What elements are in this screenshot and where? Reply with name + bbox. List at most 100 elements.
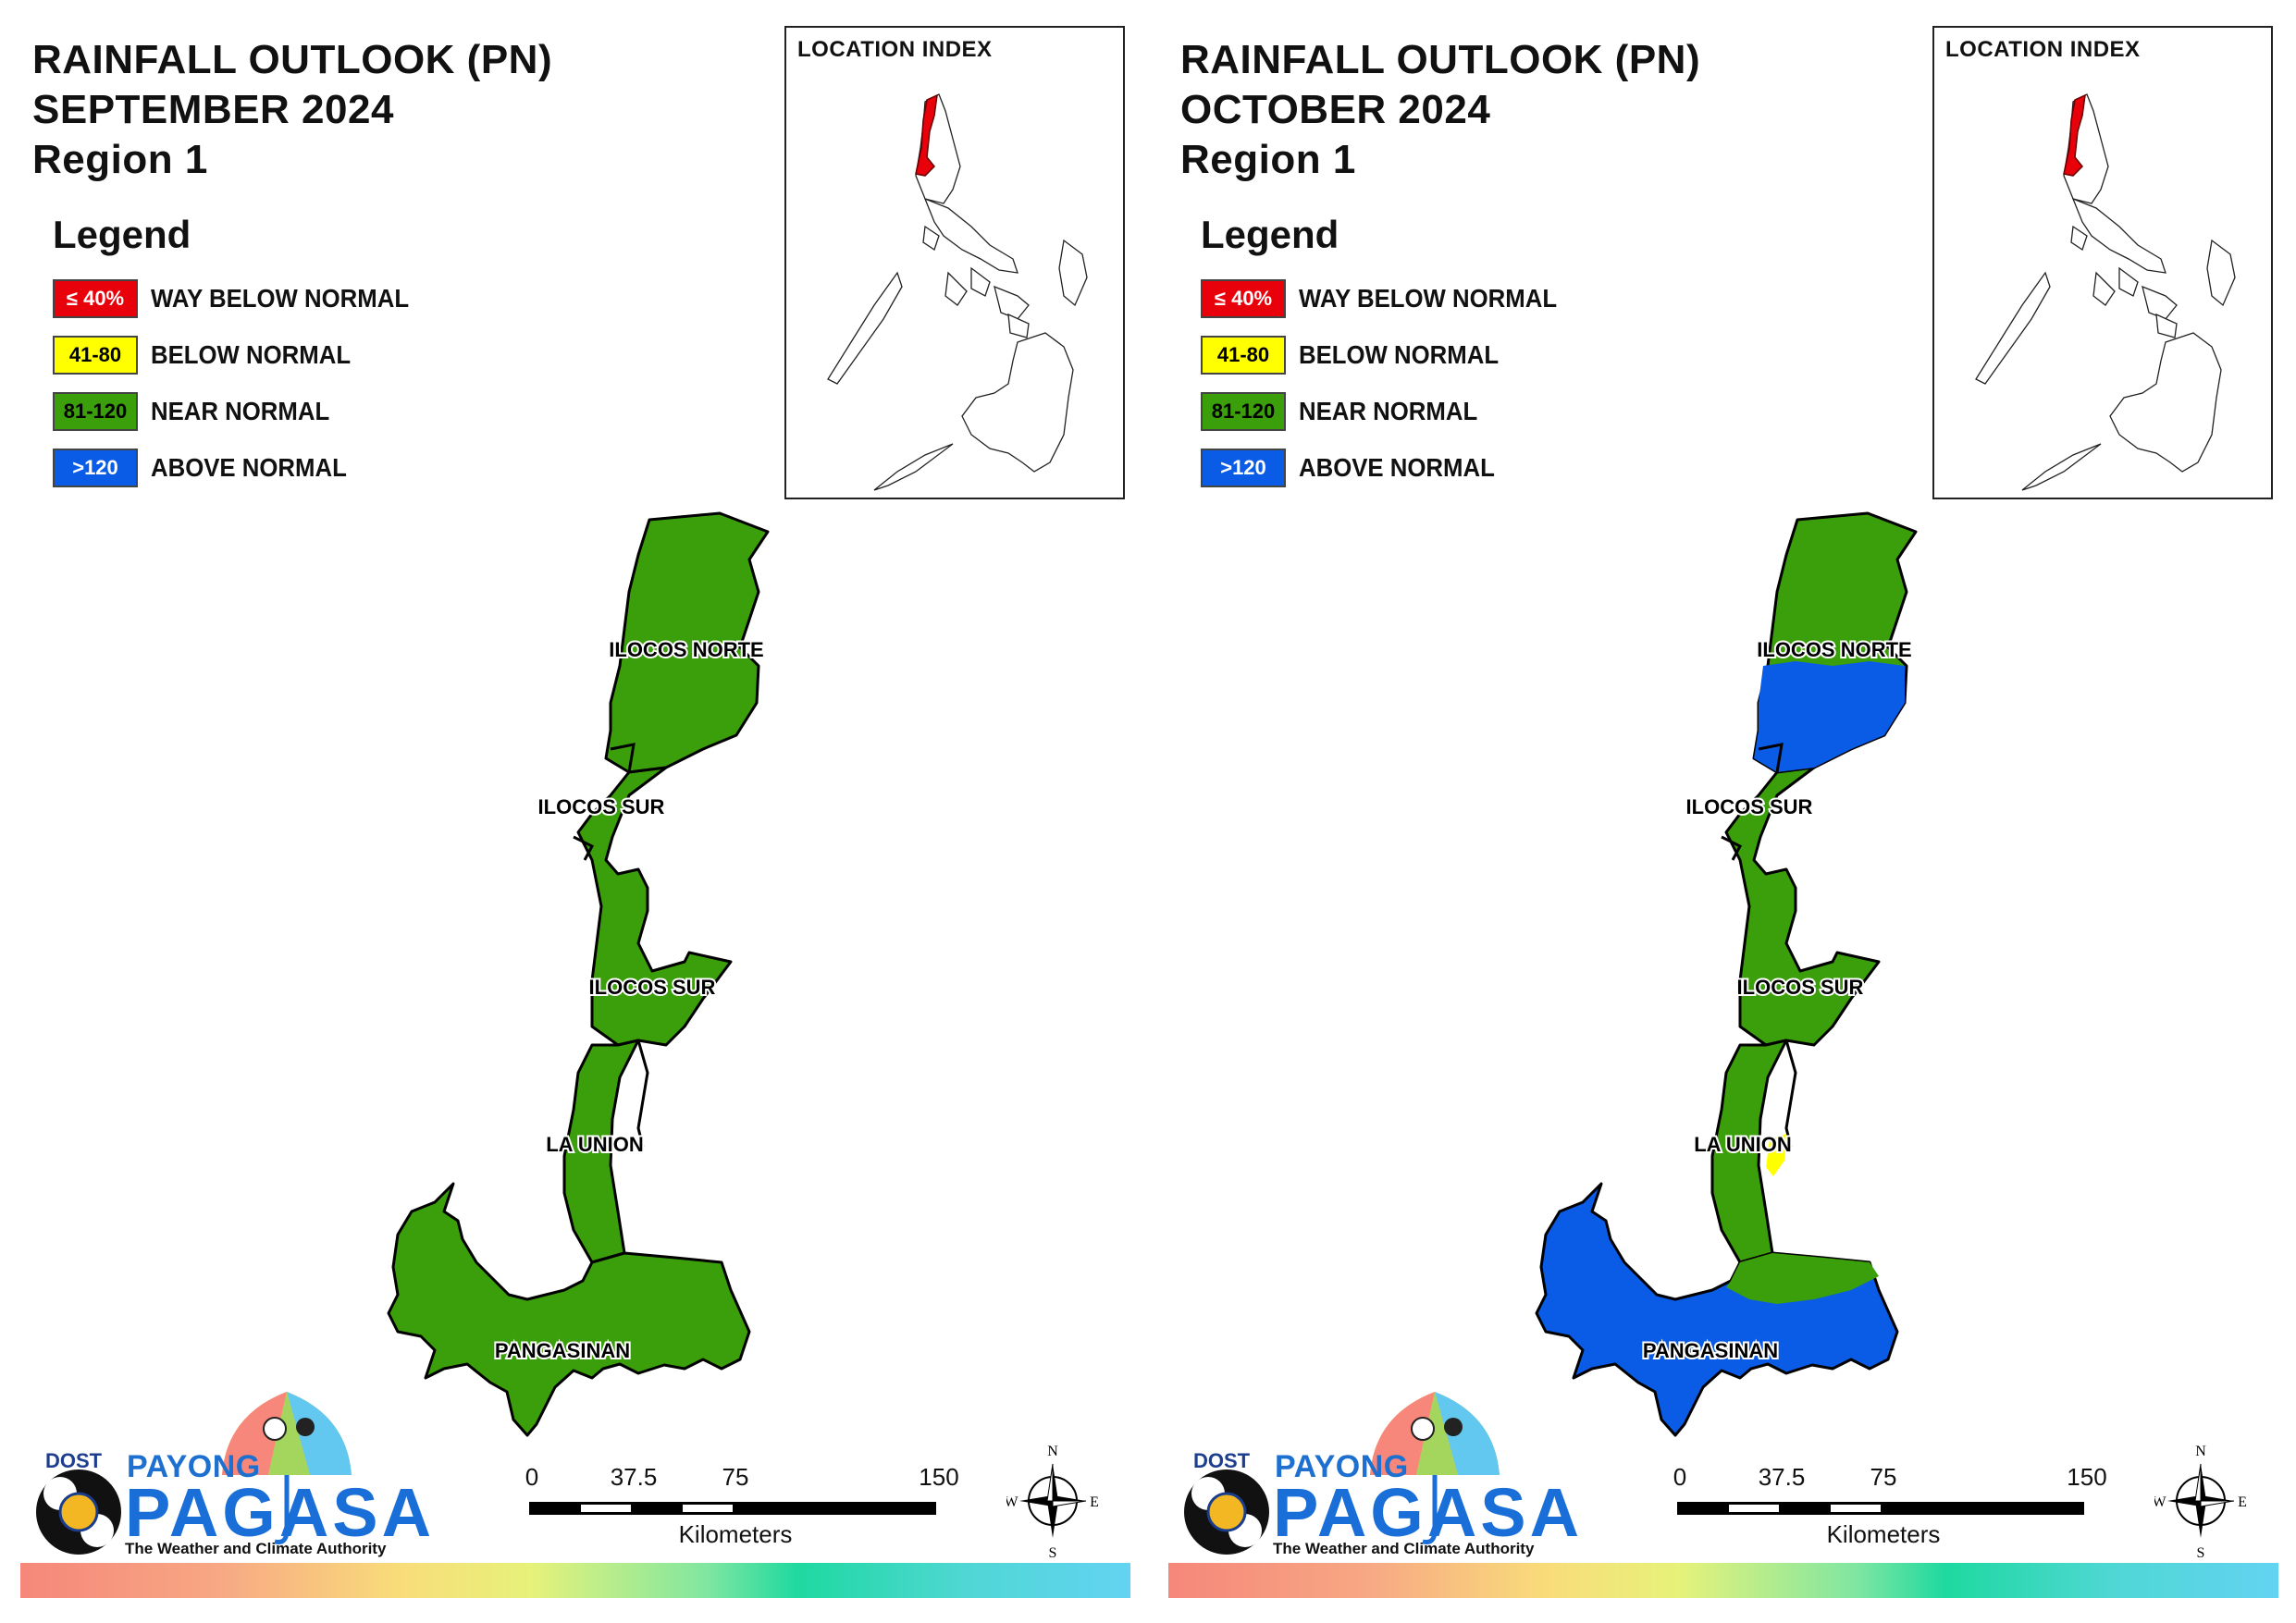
compass-n: N [2195, 1444, 2206, 1459]
legend-label: NEAR NORMAL [151, 397, 330, 425]
map-title: RAINFALL OUTLOOK (PN) OCTOBER 2024 Regio… [1180, 35, 1700, 185]
legend-item-below-normal: 41-80 BELOW NORMAL [1201, 334, 1579, 376]
legend-item-below-normal: 41-80 BELOW NORMAL [53, 334, 431, 376]
scale-tick: 150 [2067, 1463, 2107, 1491]
compass-e: E [2238, 1494, 2247, 1510]
province-pangasinan [387, 1182, 751, 1437]
pagasa-label: PAGASA [125, 1474, 436, 1551]
title-line-1: RAINFALL OUTLOOK (PN) [32, 37, 553, 82]
label-pangasinan: PANGASINAN [1643, 1339, 1778, 1362]
legend-item-way-below-normal: ≤ 40% WAY BELOW NORMAL [53, 277, 431, 320]
legend-label: WAY BELOW NORMAL [151, 284, 410, 313]
region-1-map: ILOCOS NORTE ILOCOS SUR ILOCOS SUR LA UN… [1535, 511, 1918, 1437]
legend-item-above-normal: >120 ABOVE NORMAL [1201, 447, 1579, 489]
color-band [20, 1563, 1130, 1598]
label-ilocos-sur: ILOCOS SUR [538, 795, 665, 818]
north-arrow: N S W E [2152, 1441, 2247, 1561]
philippines-outline-map [827, 93, 1088, 491]
pagasa-logo: DOST PAYONG PAGASA The Weather and Clima… [1180, 1392, 1579, 1568]
compass-s: S [1049, 1545, 1057, 1561]
legend-swatch: ≤ 40% [1201, 279, 1286, 318]
compass-e: E [1090, 1494, 1099, 1510]
title-line-2: OCTOBER 2024 [1180, 87, 1491, 132]
pagasa-tagline: The Weather and Climate Authority [1273, 1540, 1535, 1557]
payong-label: PAYONG [1275, 1449, 1409, 1484]
location-index-inset: LOCATION INDEX [784, 26, 1125, 499]
legend-swatch: 81-120 [53, 392, 138, 431]
legend-title: Legend [53, 213, 191, 256]
legend-swatch: ≤ 40% [53, 279, 138, 318]
legend-title: Legend [1201, 213, 1339, 256]
title-line-1: RAINFALL OUTLOOK (PN) [1180, 37, 1701, 82]
location-index-inset: LOCATION INDEX [1932, 26, 2273, 499]
color-band [1168, 1563, 2278, 1598]
label-ilocos-sur: ILOCOS SUR [1686, 795, 1813, 818]
scale-units: Kilometers [678, 1520, 793, 1548]
zone-pangasinan-east [1726, 1253, 1879, 1304]
legend-label: WAY BELOW NORMAL [1299, 284, 1558, 313]
province-ilocos-sur [1724, 766, 1881, 1047]
legend-label: BELOW NORMAL [1299, 340, 1500, 369]
compass-rose-icon: N S W E [1004, 1444, 1099, 1561]
legend-swatch: 41-80 [53, 336, 138, 375]
pagasa-label: PAGASA [1273, 1474, 1584, 1551]
label-la-union: LA UNION [1694, 1133, 1792, 1156]
dost-seal-icon [1184, 1469, 1269, 1555]
payong-label: PAYONG [127, 1449, 261, 1484]
region-1-highlight [915, 93, 938, 177]
province-ilocos-norte [604, 511, 770, 774]
pagasa-logo: DOST PAYONG PAGASA The Weather and Clima… [32, 1392, 431, 1568]
region-1-map: ILOCOS NORTE ILOCOS SUR ILOCOS SUR LA UN… [387, 511, 770, 1437]
scale-tick: 75 [722, 1463, 749, 1491]
scale-tick: 0 [1673, 1463, 1687, 1491]
compass-s: S [2197, 1545, 2205, 1561]
pagasa-tagline: The Weather and Climate Authority [125, 1540, 387, 1557]
label-ilocos-norte: ILOCOS NORTE [609, 638, 763, 661]
scale-tick: 0 [525, 1463, 539, 1491]
legend-swatch: >120 [53, 449, 138, 487]
label-ilocos-sur-2: ILOCOS SUR [1737, 976, 1864, 999]
scale-bar: 0 37.5 75 150 Kilometers [525, 1463, 959, 1574]
label-la-union: LA UNION [546, 1133, 644, 1156]
legend-swatch: 41-80 [1201, 336, 1286, 375]
title-line-3: Region 1 [32, 137, 208, 182]
province-pangasinan [1535, 1182, 1899, 1437]
dost-label: DOST [1193, 1449, 1251, 1472]
legend-label: ABOVE NORMAL [1299, 453, 1495, 482]
label-ilocos-norte: ILOCOS NORTE [1757, 638, 1911, 661]
map-title: RAINFALL OUTLOOK (PN) SEPTEMBER 2024 Reg… [32, 35, 552, 185]
label-ilocos-sur-2: ILOCOS SUR [589, 976, 716, 999]
panel-october: RAINFALL OUTLOOK (PN) OCTOBER 2024 Regio… [1148, 0, 2296, 1623]
scale-bar: 0 37.5 75 150 Kilometers [1673, 1463, 2107, 1574]
north-arrow: N S W E [1004, 1441, 1099, 1561]
zone-ilocos-norte-inland [1754, 661, 1905, 772]
title-line-2: SEPTEMBER 2024 [32, 87, 394, 132]
legend: Legend ≤ 40% WAY BELOW NORMAL 41-80 BELO… [1201, 213, 1579, 503]
location-index-title: LOCATION INDEX [1945, 37, 2141, 62]
label-pangasinan: PANGASINAN [495, 1339, 630, 1362]
legend-item-way-below-normal: ≤ 40% WAY BELOW NORMAL [1201, 277, 1579, 320]
dost-label: DOST [45, 1449, 103, 1472]
province-ilocos-sur [576, 766, 733, 1047]
legend-swatch: >120 [1201, 449, 1286, 487]
location-index-title: LOCATION INDEX [797, 37, 993, 62]
title-line-3: Region 1 [1180, 137, 1356, 182]
dost-seal-icon [36, 1469, 121, 1555]
scale-tick: 150 [919, 1463, 959, 1491]
legend-label: NEAR NORMAL [1299, 397, 1478, 425]
compass-n: N [1047, 1444, 1058, 1459]
scale-bar-graphic [1677, 1502, 2084, 1515]
scale-bar-graphic [529, 1502, 936, 1515]
legend-swatch: 81-120 [1201, 392, 1286, 431]
legend-label: BELOW NORMAL [151, 340, 352, 369]
legend-item-above-normal: >120 ABOVE NORMAL [53, 447, 431, 489]
umbrella-icon [222, 1392, 352, 1544]
legend-label: ABOVE NORMAL [151, 453, 347, 482]
legend-item-near-normal: 81-120 NEAR NORMAL [53, 390, 431, 433]
zone-la-union-patch [1766, 1134, 1786, 1176]
philippines-outline-map [1975, 93, 2236, 491]
legend: Legend ≤ 40% WAY BELOW NORMAL 41-80 BELO… [53, 213, 431, 503]
compass-w: W [2154, 1494, 2166, 1510]
region-1-highlight [2063, 93, 2086, 177]
compass-w: W [1006, 1494, 1018, 1510]
